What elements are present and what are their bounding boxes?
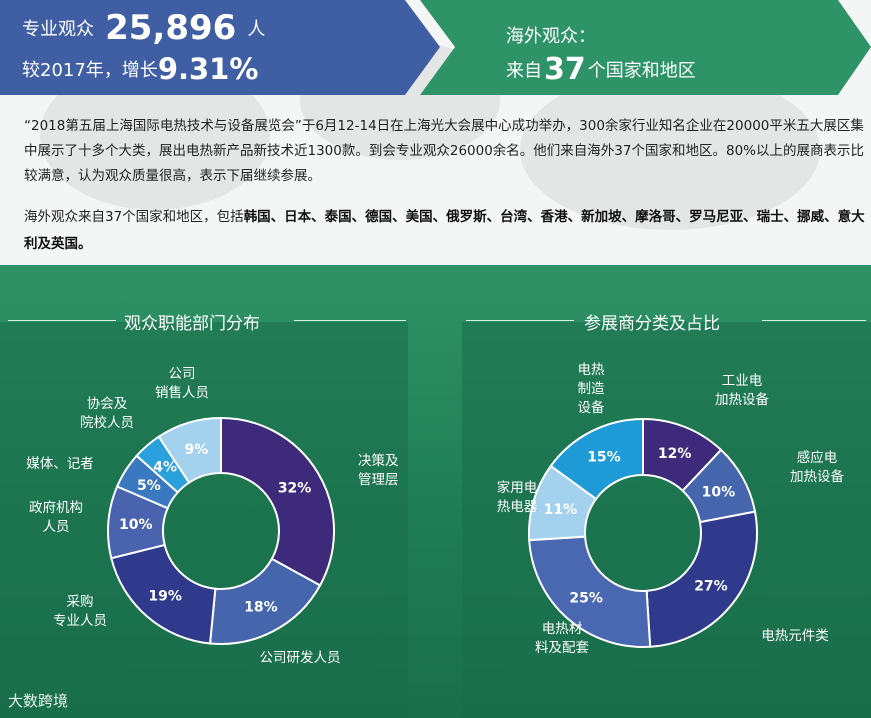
chart1-category-label-1: 决策及管理层 (358, 452, 399, 488)
chart2-category-label-2: 感应电加热设备 (790, 449, 844, 485)
chart-title-exhibitors: 参展商分类及占比 (584, 314, 720, 334)
right-title-rule-right (762, 320, 866, 321)
chart1-category-label-4: 政府机构人员 (29, 500, 83, 535)
chart1-category-label-6: 协会及院校人员 (80, 396, 134, 431)
left-chart-panel (0, 322, 408, 718)
chart2-category-label-4: 电热材料及配套 (535, 621, 589, 656)
chart2-pct-label-6: 15% (587, 449, 621, 465)
chart2-slice-3 (645, 510, 758, 648)
chart1-pct-label-6: 4% (153, 459, 177, 475)
chart2-category-label-3: 电热元件类 (761, 628, 829, 644)
chart2-slice-6 (549, 417, 644, 501)
intro-paragraph: “2018第五届上海国际电热技术与设备展览会”于6月12-14日在上海光大会展中… (24, 118, 864, 184)
chart2-category-label-5: 家用电热电器 (497, 479, 538, 515)
visitors-count: 25,896 (105, 8, 237, 48)
countries-paragraph: 海外观众来自37个国家和地区，包括韩国、日本、泰国、德国、美国、俄罗斯、台湾、香… (24, 204, 869, 258)
chart1-category-label-7: 公司销售人员 (155, 366, 209, 401)
professional-visitors-banner: 专业观众 25,896 人 较2017年，增长9.31% (0, 0, 440, 95)
chart1-pct-label-7: 9% (185, 442, 209, 458)
chart1-slice-7 (157, 416, 222, 484)
overseas-visitors-banner: 海外观众： 来自37 个国家和地区 (420, 0, 871, 95)
growth-prefix: 较2017年，增长 (22, 60, 158, 81)
chart2-pct-label-4: 25% (569, 591, 603, 607)
left-title-rule-left (8, 320, 116, 321)
chart-title-audience: 观众职能部门分布 (124, 314, 260, 334)
chart1-category-label-2: 公司研发人员 (260, 650, 341, 666)
overseas-suffix: 个国家和地区 (587, 60, 696, 82)
chart2-category-label-1: 工业电加热设备 (715, 373, 769, 408)
chart2-pct-label-1: 12% (658, 446, 692, 462)
chart2-slice-4 (528, 535, 652, 648)
chart2-category-label-6: 电热制造设备 (578, 362, 606, 416)
visitors-label: 专业观众 (22, 19, 94, 40)
growth-value: 9.31% (157, 52, 259, 86)
chart2-pct-label-5: 11% (544, 502, 578, 518)
countries-prefix: 海外观众来自37个国家和地区，包括 (24, 209, 244, 225)
chart1-pct-label-2: 18% (244, 600, 278, 616)
chart2-pct-label-2: 10% (702, 485, 736, 501)
right-title-rule-left (466, 320, 574, 321)
overseas-prefix: 来自 (506, 60, 542, 82)
chart2-pct-label-3: 27% (694, 579, 728, 595)
left-title-rule-right (294, 320, 406, 321)
chart1-pct-label-1: 32% (278, 480, 312, 496)
chart1-category-label-5: 媒体、记者 (26, 456, 94, 472)
chart1-pct-label-4: 10% (119, 517, 153, 533)
visitors-unit: 人 (247, 19, 266, 40)
overseas-label: 海外观众： (506, 26, 596, 47)
watermark: 大数跨境 (8, 692, 69, 710)
chart1-pct-label-5: 5% (137, 478, 161, 494)
chart1-pct-label-3: 19% (148, 589, 182, 605)
chart1-category-label-3: 采购专业人员 (53, 594, 107, 629)
overseas-count: 37 (544, 52, 586, 87)
chart1-slice-1 (220, 416, 335, 587)
countries-list: 韩国、日本、泰国、德国、美国、俄罗斯、台湾、香港、新加坡、摩洛哥、罗马尼亚、瑞士… (24, 209, 865, 252)
